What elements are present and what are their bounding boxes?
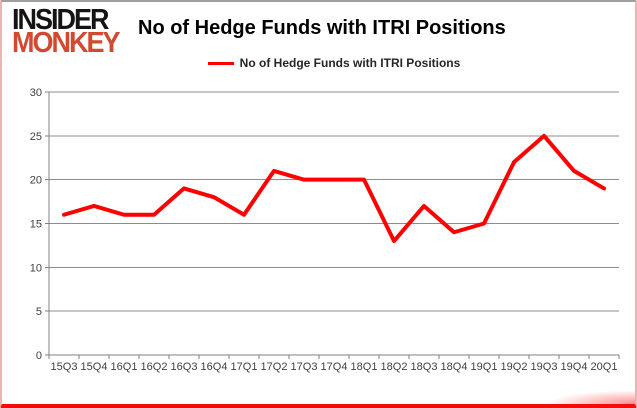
x-tick-label: 18Q3 (411, 361, 438, 373)
legend-label: No of Hedge Funds with ITRI Positions (239, 56, 461, 70)
x-tick-label: 18Q2 (381, 361, 408, 373)
y-tick-label: 25 (30, 131, 42, 143)
x-tick-label: 16Q3 (171, 361, 198, 373)
x-tick-label: 17Q4 (321, 361, 348, 373)
x-tick-label: 17Q1 (231, 361, 258, 373)
x-tick-label: 18Q1 (351, 361, 378, 373)
x-tick-label: 16Q2 (141, 361, 168, 373)
chart-title: No of Hedge Funds with ITRI Positions (138, 17, 506, 39)
x-tick-label: 19Q2 (501, 361, 528, 373)
x-tick-label: 17Q3 (291, 361, 318, 373)
y-tick-label: 20 (30, 175, 42, 187)
y-tick-label: 10 (30, 262, 42, 274)
x-tick-label: 20Q1 (591, 361, 618, 373)
x-tick-label: 16Q1 (111, 361, 138, 373)
y-tick-label: 15 (30, 219, 42, 231)
x-tick-label: 15Q3 (51, 361, 78, 373)
legend: No of Hedge Funds with ITRI Positions (49, 55, 619, 71)
x-tick-label: 19Q3 (531, 361, 558, 373)
x-tick-label: 19Q4 (561, 361, 588, 373)
x-tick-label: 16Q4 (201, 361, 228, 373)
x-tick-label: 15Q4 (81, 361, 108, 373)
logo-insider-text: INSIDER (12, 3, 110, 36)
y-tick-label: 0 (36, 350, 42, 362)
x-tick-label: 19Q1 (471, 361, 498, 373)
insider-monkey-logo: INSIDER MONKEY (12, 3, 121, 58)
series-line (62, 133, 606, 244)
y-tick-label: 5 (36, 306, 42, 318)
logo-monkey-text: MONKEY (12, 26, 121, 58)
x-tick-label: 17Q2 (261, 361, 288, 373)
legend-line-swatch (207, 61, 234, 65)
x-tick-label: 18Q4 (441, 361, 468, 373)
y-tick-label: 30 (30, 87, 42, 99)
